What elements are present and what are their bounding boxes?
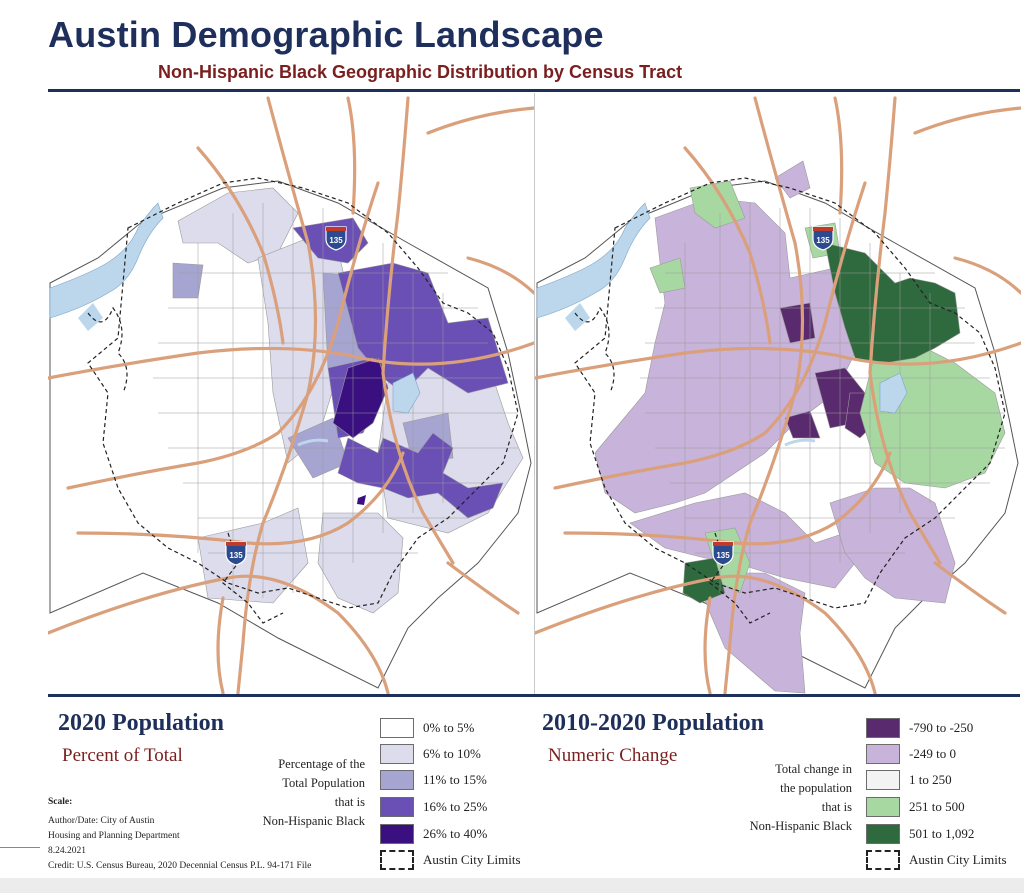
legend-rule (48, 694, 1020, 697)
i35-shield-icon: 135 (225, 541, 247, 566)
edge-line (0, 847, 40, 848)
legend-label: 1 to 250 (909, 772, 952, 787)
city-limits-boundary (574, 177, 1006, 609)
legend-swatch (380, 718, 414, 738)
description-line: that is (334, 795, 365, 809)
legend-item-1-250: 1 to 250 (866, 767, 952, 793)
source-line: Credit: U.S. Census Bureau, 2020 Decenni… (48, 861, 312, 871)
panel-divider (534, 93, 535, 695)
highways (48, 96, 534, 695)
tract-neg249-0 (774, 160, 811, 199)
tract-26-40 (357, 495, 366, 505)
legend-swatch (380, 744, 414, 764)
legend-item-11-15: 11% to 15% (380, 767, 487, 793)
tract-boundaries (153, 203, 518, 603)
lake (565, 303, 590, 331)
numeric-change-map-canvas: 135 135 (535, 96, 1021, 695)
legend-label: 16% to 25% (423, 799, 488, 814)
legend-swatch (380, 824, 414, 844)
description-line: Non-Hispanic Black (749, 819, 852, 833)
legend-label: Austin City Limits (909, 852, 1007, 867)
legend-label: 501 to 1,092 (909, 826, 975, 841)
lake-travis (536, 202, 651, 319)
legend-swatch (866, 824, 900, 844)
legend-item-0-5: 0% to 5% (380, 715, 474, 741)
description-line: Total change in (775, 762, 852, 776)
right-legend-description: Total change in the population that is N… (722, 760, 852, 836)
author-line: Housing and Planning Department (48, 831, 180, 841)
tract-6-10 (317, 512, 404, 614)
legend-swatch (380, 797, 414, 817)
legend-item-251-500: 251 to 500 (866, 794, 965, 820)
i35-shield-icon: 135 (325, 226, 347, 251)
page-subtitle: Non-Hispanic Black Geographic Distributi… (158, 62, 683, 82)
legend-item-6-10: 6% to 10% (380, 741, 481, 767)
tract-neg249-0 (694, 572, 806, 694)
description-line: Total Population (282, 776, 365, 790)
description-line: Percentage of the (278, 757, 365, 771)
decker-lake (392, 372, 421, 414)
tract-neg790-250 (779, 302, 816, 344)
left-legend-title: 2020 Population (58, 710, 225, 736)
city-limits-boundary (87, 306, 128, 394)
legend-swatch (866, 744, 900, 764)
legend-item-26-40: 26% to 40% (380, 821, 487, 847)
description-line: Non-Hispanic Black (262, 814, 365, 828)
lake-travis (49, 202, 164, 319)
legend-swatch (866, 797, 900, 817)
map-credits: Scale: Author/Date: City of Austin Housi… (48, 795, 311, 874)
left-legend-description: Percentage of the Total Population that … (240, 755, 365, 831)
legend-label: 11% to 15% (423, 772, 487, 787)
scale-label: Scale: (48, 797, 73, 807)
right-legend-subtitle: Numeric Change (548, 745, 678, 766)
legend-item-neg249-0: -249 to 0 (866, 741, 956, 767)
numeric-change-map[interactable]: 135 135 (535, 93, 1021, 695)
city-limits-boundary (87, 177, 519, 609)
legend-swatch (866, 718, 900, 738)
description-line: that is (821, 800, 852, 814)
bottom-strip (0, 878, 1024, 893)
legend-item-501-1092: 501 to 1,092 (866, 821, 974, 847)
author-line: Author/Date: City of Austin (48, 816, 155, 826)
legend-label: -790 to -250 (909, 720, 974, 735)
svg-text:135: 135 (229, 551, 243, 560)
city-limits-boundary (709, 532, 771, 624)
percent-total-map[interactable]: 135 135 (48, 93, 534, 695)
tract-11-15 (172, 262, 204, 299)
legend-swatch (380, 850, 414, 870)
tract-neg790-250 (784, 410, 821, 439)
legend-swatch (380, 770, 414, 790)
description-line: the population (780, 781, 852, 795)
i35-shield-icon: 135 (712, 541, 734, 566)
legend-label: 6% to 10% (423, 746, 481, 761)
svg-text:135: 135 (329, 236, 343, 245)
lake (78, 303, 103, 331)
header-rule (48, 89, 1020, 92)
legend-label: -249 to 0 (909, 746, 956, 761)
i35-shield-icon: 135 (812, 226, 834, 251)
legend-item-16-25: 16% to 25% (380, 794, 487, 820)
city-limits-boundary (574, 306, 615, 394)
legend-label: 26% to 40% (423, 826, 488, 841)
legend-label: 0% to 5% (423, 720, 475, 735)
svg-text:135: 135 (816, 236, 830, 245)
legend-swatch (866, 850, 900, 870)
highways (535, 96, 1021, 695)
date-line: 8.24.2021 (48, 846, 86, 856)
legend-item-city-limits: Austin City Limits (380, 847, 521, 873)
legend-label: 251 to 500 (909, 799, 965, 814)
right-legend-title: 2010-2020 Population (542, 710, 765, 736)
lady-bird-lake (297, 438, 329, 447)
decker-lake (879, 372, 908, 414)
percent-total-map-canvas: 135 135 (48, 96, 534, 695)
left-legend-subtitle: Percent of Total (62, 745, 183, 766)
legend-item-neg790-250: -790 to -250 (866, 715, 973, 741)
legend-label: Austin City Limits (423, 852, 521, 867)
city-limits-boundary (222, 532, 284, 624)
lady-bird-lake (784, 438, 816, 447)
svg-text:135: 135 (716, 551, 730, 560)
legend-item-city-limits: Austin City Limits (866, 847, 1007, 873)
page-title: Austin Demographic Landscape (48, 14, 604, 55)
legend-swatch (866, 770, 900, 790)
